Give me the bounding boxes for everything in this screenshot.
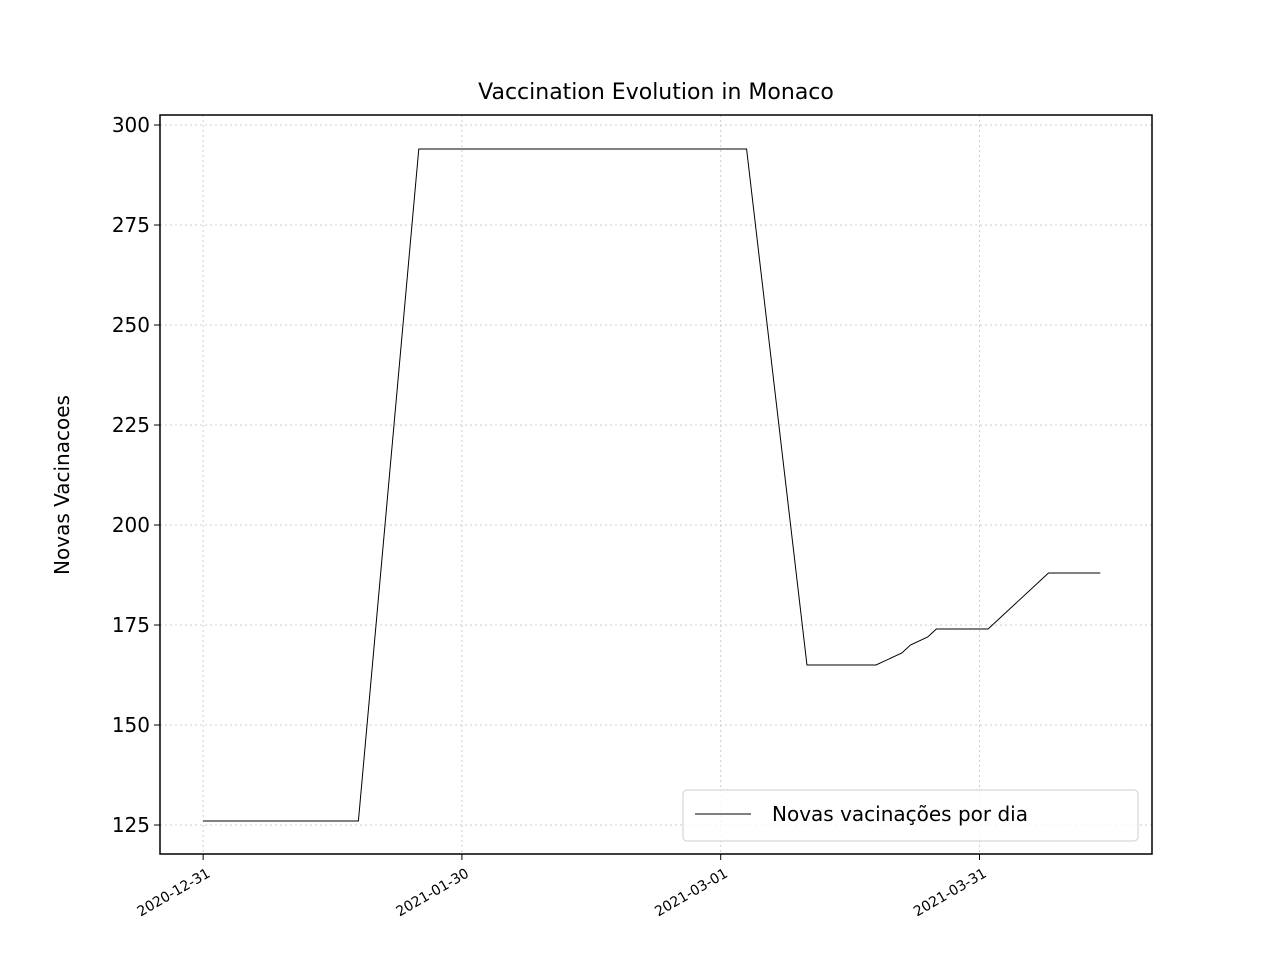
y-tick-label: 250	[112, 313, 150, 337]
x-tick-label: 2020-12-31	[135, 866, 213, 921]
legend: Novas vacinações por dia	[682, 789, 1139, 842]
y-tick-label: 150	[112, 713, 150, 737]
data-line	[203, 148, 1101, 822]
y-tick-label: 275	[112, 213, 150, 237]
y-tick-label: 300	[112, 113, 150, 137]
legend-box	[682, 789, 1139, 842]
x-tick-label: 2021-01-30	[393, 866, 471, 921]
y-tick-label: 225	[112, 413, 150, 437]
y-tick-label: 200	[112, 513, 150, 537]
y-tick-label: 175	[112, 613, 150, 637]
plot-frame	[159, 114, 1153, 855]
x-tick-label: 2021-03-01	[652, 866, 730, 921]
x-tick-label: 2021-03-31	[911, 866, 989, 921]
legend-label: Novas vacinações por dia	[772, 802, 1028, 826]
y-axis-label: Novas Vacinacoes	[50, 395, 74, 575]
y-tick-label: 125	[112, 813, 150, 837]
chart-title: Vaccination Evolution in Monaco	[478, 80, 834, 105]
